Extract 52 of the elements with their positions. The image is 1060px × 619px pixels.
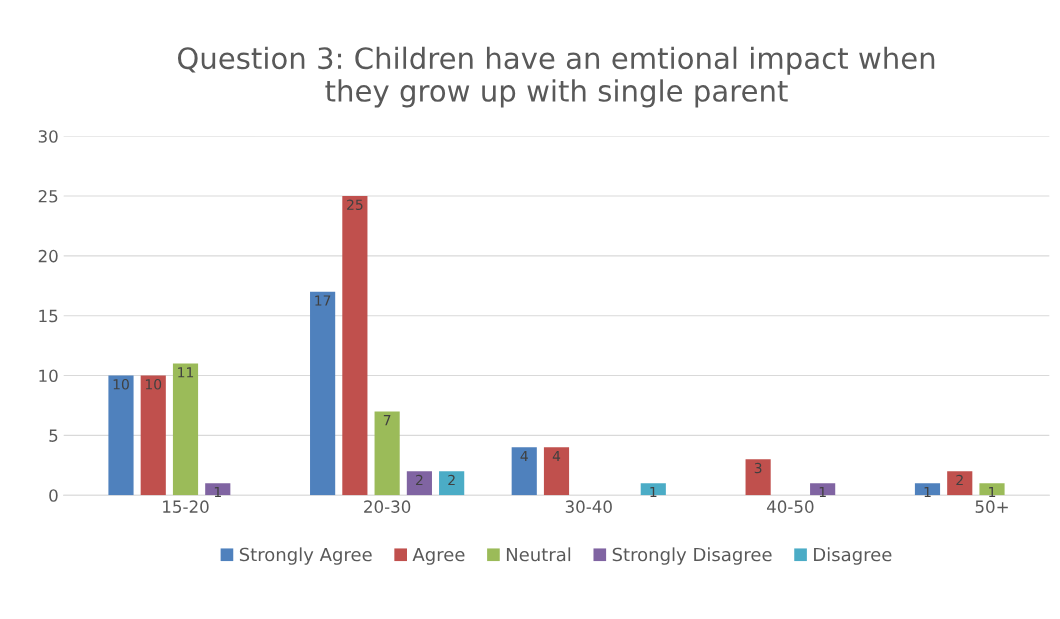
bar — [979, 483, 1005, 496]
bar — [108, 375, 134, 496]
data-label: 10 — [113, 379, 129, 390]
bar — [342, 196, 368, 496]
x-tick-label: 20-30 — [364, 500, 411, 513]
data-label: 2 — [415, 474, 423, 486]
data-label: 2 — [448, 474, 455, 486]
legend-label: Strongly Disagree — [612, 547, 772, 565]
bar — [810, 483, 836, 496]
data-label: 1 — [650, 486, 657, 498]
bar — [310, 291, 336, 496]
bar — [205, 483, 231, 496]
bar — [439, 471, 465, 496]
y-tick-label: 20 — [38, 249, 58, 263]
y-tick-label: 25 — [38, 189, 58, 203]
legend-label: Neutral — [506, 547, 571, 562]
bar — [140, 375, 166, 496]
data-label: 1 — [989, 486, 996, 498]
chart-title: Question 3: Children have an emtional impact when they grow up with single parent — [177, 46, 935, 108]
x-tick-label: 15-20 — [163, 500, 209, 513]
bar — [374, 411, 400, 496]
data-label: 3 — [754, 462, 762, 474]
data-label: 4 — [520, 450, 528, 462]
bar — [511, 447, 537, 496]
data-label: 1 — [214, 486, 221, 498]
data-label: 10 — [145, 379, 162, 390]
bar — [914, 483, 941, 496]
bar — [947, 471, 973, 496]
x-tick-label: 40-50 — [766, 500, 814, 513]
bar — [640, 483, 666, 496]
bar — [745, 459, 771, 496]
y-tick-label: 0 — [49, 489, 58, 502]
data-label: 17 — [315, 295, 331, 306]
y-tick-label: 5 — [49, 429, 58, 442]
x-tick-label: 50+ — [975, 500, 1008, 513]
y-tick-label: 30 — [38, 130, 58, 143]
data-label: 1 — [924, 486, 931, 498]
data-label: 11 — [178, 367, 194, 378]
data-label: 7 — [383, 415, 391, 426]
data-label: 4 — [552, 450, 561, 462]
x-tick-label: 30-40 — [565, 500, 612, 513]
data-label: 25 — [347, 199, 363, 210]
y-tick-label: 10 — [39, 369, 58, 383]
bar — [172, 363, 199, 496]
data-label: 1 — [819, 486, 826, 498]
bar — [406, 471, 432, 496]
legend-label: Agree — [412, 547, 465, 565]
legend-label: Strongly Agree — [239, 547, 372, 565]
bar — [543, 447, 570, 496]
y-tick-label: 15 — [39, 309, 58, 323]
legend-label: Disagree — [814, 547, 892, 565]
data-label: 2 — [956, 474, 963, 486]
